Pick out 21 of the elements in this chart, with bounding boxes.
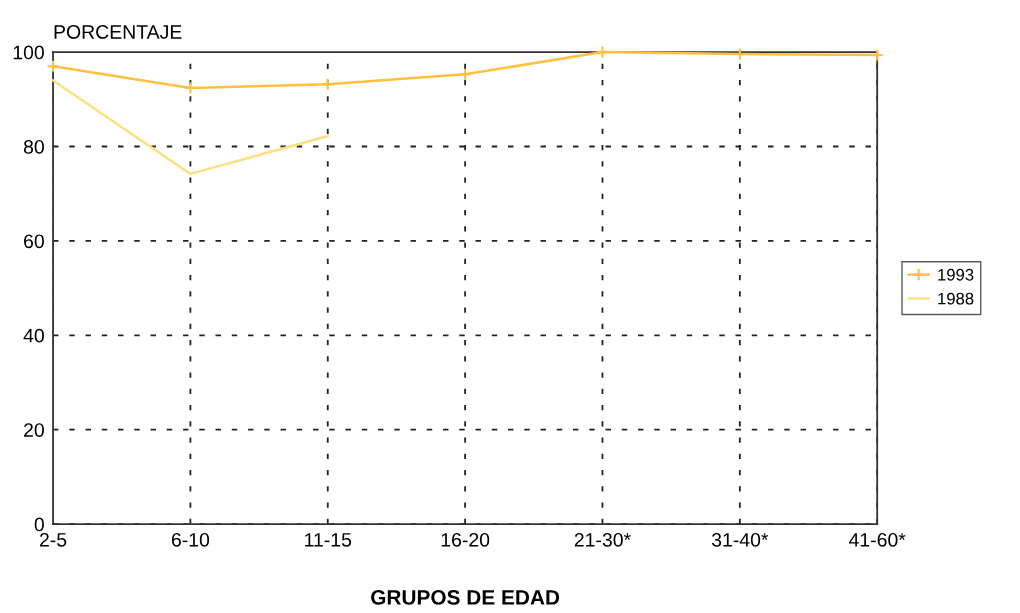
point <box>321 77 335 91</box>
point <box>46 59 60 73</box>
x-axis-title: GRUPOS DE EDAD <box>371 590 560 605</box>
legend-label: 1993 <box>938 268 974 281</box>
x-tick-label: 21-30* <box>574 532 631 547</box>
x-tick-label: 11-15 <box>305 533 352 547</box>
y-tick-label: 20 <box>24 423 44 437</box>
legend-label: 1988 <box>938 292 974 305</box>
y-tick-label: 0 <box>34 517 44 532</box>
point <box>458 67 472 81</box>
x-tick-label: 6-10 <box>171 532 210 547</box>
x-tick-label: 31-40* <box>711 532 769 547</box>
y-axis-title: PORCENTAJE <box>54 25 182 39</box>
y-tick-label: 40 <box>23 328 44 343</box>
x-tick-label: 2-5 <box>39 532 67 547</box>
point <box>595 45 610 59</box>
y-tick-label: 100 <box>13 45 44 60</box>
x-tick-label: 16-20 <box>441 532 490 547</box>
x-tick-label: 41-60* <box>849 532 906 547</box>
y-tick-label: 80 <box>23 139 44 154</box>
y-tick-label: 60 <box>24 234 44 249</box>
